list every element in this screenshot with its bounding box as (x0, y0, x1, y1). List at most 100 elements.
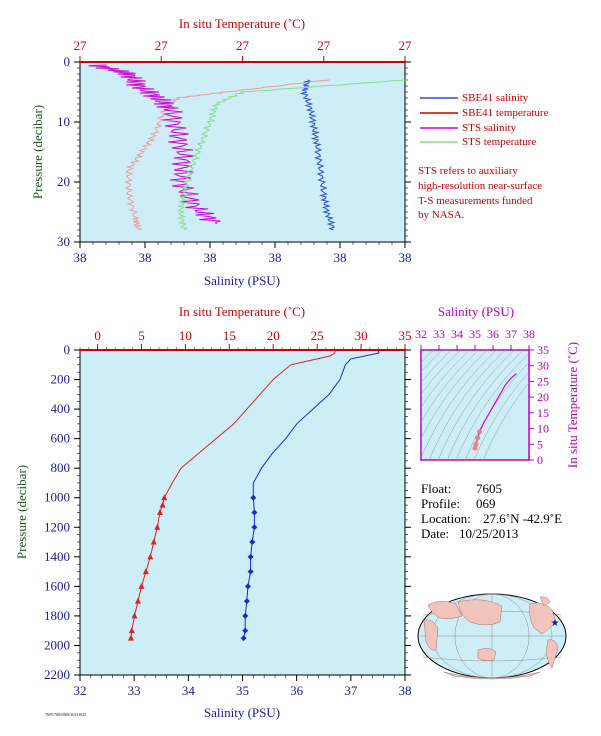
ts-right-tick-label: 15 (537, 406, 549, 420)
main-panel-bottom-axis-title: Salinity (PSU) (204, 705, 280, 720)
bottom-tick-label: 38 (334, 250, 347, 265)
salinity-sample-marker (242, 612, 249, 619)
date-label: Date: (421, 526, 449, 541)
top-panel-left-axis-title: Pressure (decibar) (30, 105, 45, 199)
ts-panel-top-axis-title: Salinity (PSU) (438, 304, 514, 319)
left-tick-label: 30 (57, 234, 70, 249)
land-australia (477, 648, 497, 661)
density-contour-line (421, 350, 435, 363)
top-tick-label: 25 (311, 328, 324, 343)
ts-sample-marker (475, 435, 481, 441)
density-contour-line (421, 350, 498, 459)
left-tick-label: 2000 (44, 637, 70, 652)
ts-panel-right-axis-title: In situ Temperature (˚C) (565, 342, 580, 468)
top-tick-label: 27 (236, 38, 250, 53)
left-tick-label: 0 (64, 54, 71, 69)
salinity-sample-marker (247, 553, 254, 560)
ts-right-tick-label: 20 (537, 390, 549, 404)
top-tick-label: 5 (138, 328, 145, 343)
top-tick-label: 35 (399, 328, 412, 343)
legend-label-sts-salinity: STS salinity (462, 122, 517, 134)
temperature-sample-marker (154, 523, 161, 530)
ts-panel-plot-area (420, 349, 530, 461)
top-panel: In situ Temperature (˚C) 27 27 27 27 27 38 38… (30, 16, 549, 288)
salinity-sample-marker (247, 568, 254, 575)
salinity-sample-marker (249, 539, 256, 546)
top-panel-plot-area (79, 61, 406, 243)
ts-right-tick-label: 5 (537, 437, 543, 451)
series-line-sts-salinity (88, 64, 221, 225)
bottom-tick-label: 38 (399, 250, 412, 265)
temperature-sample-marker (127, 634, 134, 641)
left-tick-label: 200 (51, 372, 71, 387)
note-line: by NASA. (418, 209, 465, 221)
density-contour-line (464, 361, 529, 460)
top-panel-bottom-ticks: 38 38 38 38 38 38 (74, 242, 412, 265)
ts-right-tick-label: 0 (537, 453, 543, 467)
float-location-star-icon: ★ (551, 618, 560, 629)
density-contour-line (421, 350, 471, 408)
density-contour-line (482, 382, 529, 460)
ts-panel-density-contours (421, 350, 529, 460)
profile-label: Profile: (421, 496, 460, 511)
land-africa (423, 619, 439, 651)
left-tick-label: 20 (57, 174, 70, 189)
density-contour-line (428, 350, 507, 460)
bottom-tick-label: 32 (74, 683, 87, 698)
ts-right-tick-label: 25 (537, 374, 549, 388)
top-tick-label: 30 (355, 328, 368, 343)
top-tick-label: 15 (223, 328, 236, 343)
left-tick-label: 2200 (44, 667, 70, 682)
float-value: 7605 (476, 481, 502, 496)
map-land (423, 596, 559, 680)
bottom-tick-label: 38 (139, 250, 152, 265)
land-greenland (539, 596, 551, 607)
profile-value: 069 (476, 496, 496, 511)
top-tick-label: 27 (155, 38, 169, 53)
temperature-sample-marker (142, 568, 149, 575)
bottom-tick-label: 35 (236, 683, 249, 698)
bottom-tick-label: 36 (290, 683, 304, 698)
left-tick-label: 1400 (44, 549, 70, 564)
bottom-tick-label: 38 (269, 250, 282, 265)
temperature-sample-marker (134, 597, 141, 604)
ts-panel-top-ticks: 32 33 34 35 36 37 38 (415, 327, 535, 350)
main-panel-series (127, 349, 380, 642)
left-tick-label: 1000 (44, 490, 70, 505)
float-label: Float: (421, 481, 451, 496)
temperature-sample-marker (159, 501, 166, 508)
main-panel-top-axis-title: In situ Temperature (˚C) (179, 304, 305, 319)
land-eurasia-west (427, 601, 463, 619)
main-panel-left-axis-title: Pressure (decibar) (14, 465, 29, 559)
series-line-sbe41-temperature (124, 79, 330, 231)
ts-top-tick-label: 33 (433, 327, 445, 341)
top-panel-note: STS refers to auxiliary high-resolution … (418, 165, 542, 221)
footer-tiny-label: 7605/7605/069/20131025 (45, 712, 86, 717)
land-antarctica (443, 671, 541, 680)
density-contour-line (421, 350, 453, 383)
legend-label-sts-temperature: STS temperature (462, 136, 536, 148)
top-panel-top-ticks: 27 27 27 27 27 (74, 38, 412, 62)
ts-panel: Salinity (PSU) In situ Temperature (˚C) … (415, 304, 580, 468)
legend-label-sbe41-salinity: SBE41 salinity (462, 92, 529, 104)
bottom-tick-label: 33 (128, 683, 141, 698)
temperature-sample-marker (150, 538, 157, 545)
bottom-tick-label: 34 (182, 683, 196, 698)
density-contour-line (473, 371, 529, 460)
top-tick-label: 10 (179, 328, 192, 343)
top-panel-left-ticks: 0 10 20 30 (57, 54, 411, 249)
note-line: STS refers to auxiliary (418, 165, 518, 177)
ts-sample-marker (477, 429, 482, 435)
series-line-sts-temperature (176, 79, 406, 231)
salinity-sample-marker (251, 524, 258, 531)
left-tick-label: 1600 (44, 578, 70, 593)
density-contour-line (421, 350, 462, 395)
top-tick-label: 0 (94, 328, 101, 343)
top-tick-label: 20 (267, 328, 280, 343)
top-panel-legend: SBE41 salinity SBE41 temperature STS sal… (420, 92, 549, 148)
ts-top-tick-label: 32 (415, 327, 427, 341)
salinity-sample-marker (240, 635, 247, 642)
salinity-sample-marker (242, 627, 249, 634)
